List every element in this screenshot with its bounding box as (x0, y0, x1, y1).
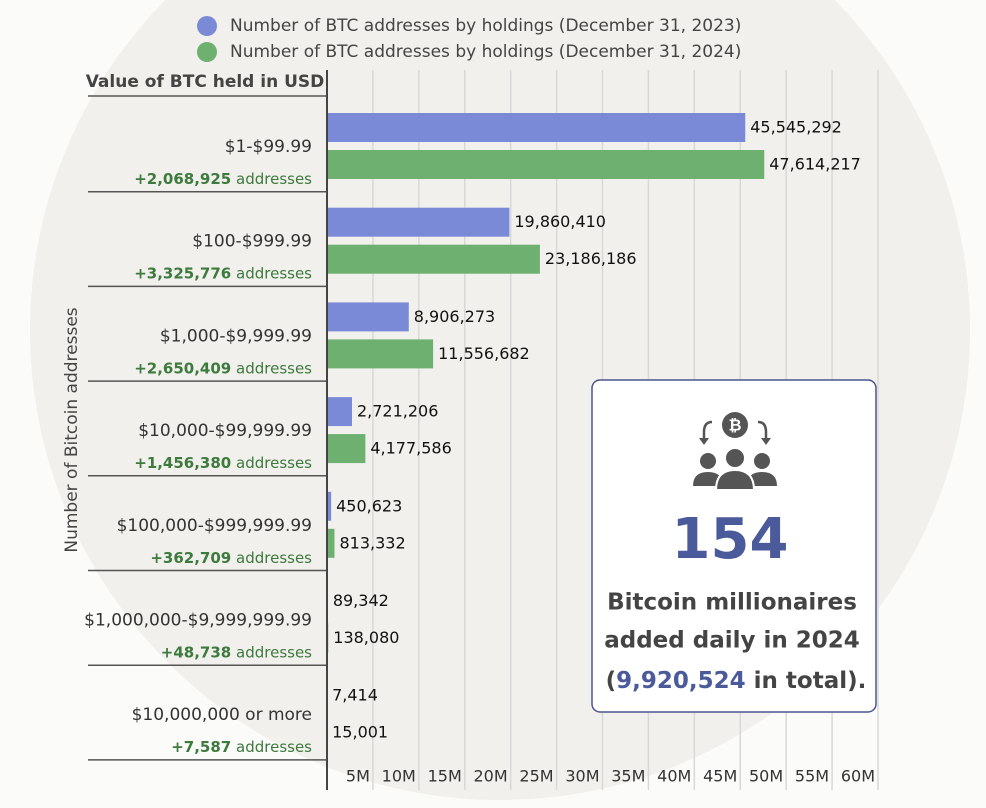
change-number: +2,068,925 (134, 170, 231, 188)
change-label: +2,068,925 addresses (134, 170, 312, 188)
bar (327, 113, 746, 142)
change-number: +48,738 (161, 643, 231, 661)
change-number: +2,650,409 (134, 359, 231, 377)
x-tick-label: 25M (519, 767, 553, 786)
legend-swatch (197, 42, 217, 62)
callout-box: ₿ 154 Bitcoin millionaires added daily i… (591, 379, 877, 713)
arrows (702, 420, 768, 438)
callout-number: 154 (672, 507, 789, 572)
coin-symbol: ₿ (728, 416, 741, 435)
value-label: 15,001 (332, 723, 388, 742)
callout-total: (9,920,524 in total). (606, 668, 867, 694)
x-tick-label: 30M (565, 767, 599, 786)
person-body (714, 468, 756, 491)
change-number: +3,325,776 (134, 264, 231, 282)
value-label: 8,906,273 (414, 307, 495, 326)
change-unit: addresses (236, 264, 312, 282)
value-label: 19,860,410 (514, 212, 606, 231)
callout-text: in total). (746, 668, 867, 694)
category-label: $1,000-$9,999.99 (160, 326, 312, 346)
x-tick-label: 15M (428, 767, 462, 786)
callout-icon: ₿ (693, 412, 777, 491)
x-tick-label: 5M (346, 767, 370, 786)
change-number: +7,587 (171, 738, 231, 756)
change-unit: addresses (236, 548, 312, 566)
value-label: 4,177,586 (370, 439, 451, 458)
change-label: +1,456,380 addresses (134, 454, 312, 472)
x-tick-label: 10M (382, 767, 416, 786)
x-tick-label: 55M (795, 767, 829, 786)
bar (327, 339, 434, 369)
person (700, 453, 716, 469)
category-label: $10,000,000 or more (132, 705, 312, 725)
person-body (693, 472, 777, 486)
value-label: 89,342 (333, 591, 389, 610)
category-label: $1-$99.99 (225, 137, 312, 157)
change-unit: addresses (236, 359, 312, 377)
value-label: 138,080 (333, 628, 399, 647)
change-unit: addresses (236, 170, 312, 188)
value-label: 47,614,217 (769, 155, 861, 174)
bar (327, 491, 332, 521)
value-label: 11,556,682 (438, 344, 530, 363)
value-label: 450,623 (336, 496, 402, 515)
value-label: 2,721,206 (357, 402, 438, 421)
category-header: Value of BTC held in USD (86, 72, 325, 92)
value-label: 23,186,186 (545, 249, 637, 268)
bar (327, 244, 540, 274)
category-label: $100-$999.99 (192, 232, 312, 252)
arrowheads (699, 438, 771, 445)
category-label: $10,000-$99,999.99 (138, 421, 312, 441)
bar (327, 207, 510, 237)
x-tick-label: 35M (611, 767, 645, 786)
coin (722, 412, 748, 438)
change-number: +362,709 (150, 548, 231, 566)
bar (327, 528, 335, 558)
bar (327, 302, 409, 332)
change-label: +3,325,776 addresses (134, 264, 312, 282)
change-unit: addresses (236, 454, 312, 472)
callout-text: ( (606, 668, 617, 694)
value-label: 813,332 (339, 533, 405, 552)
legend-label: Number of BTC addresses by holdings (Dec… (230, 42, 741, 62)
legend-label: Number of BTC addresses by holdings (Dec… (230, 16, 741, 36)
value-label: 7,414 (332, 686, 378, 705)
change-label: +2,650,409 addresses (134, 359, 312, 377)
change-label: +7,587 addresses (171, 738, 312, 756)
person (724, 447, 746, 469)
callout-line: Bitcoin millionaires (607, 590, 857, 616)
legend-swatch (197, 16, 217, 36)
change-label: +362,709 addresses (150, 548, 312, 566)
callout-total-number: 9,920,524 (616, 668, 746, 694)
bar (327, 434, 366, 464)
change-unit: addresses (236, 738, 312, 756)
person (754, 453, 770, 469)
x-tick-label: 40M (657, 767, 691, 786)
value-label: 45,545,292 (750, 118, 842, 137)
bar (327, 150, 765, 179)
bar (327, 397, 352, 427)
callout-line: added daily in 2024 (604, 628, 860, 654)
x-tick-label: 45M (703, 767, 737, 786)
change-number: +1,456,380 (134, 454, 231, 472)
y-axis-label: Number of Bitcoin addresses (62, 307, 82, 552)
x-tick-label: 50M (749, 767, 783, 786)
callout-frame (591, 379, 877, 713)
change-unit: addresses (236, 643, 312, 661)
category-label: $100,000-$999,999.99 (117, 516, 312, 536)
category-label: $1,000,000-$9,999,999.99 (84, 611, 312, 631)
x-tick-label: 60M (841, 767, 875, 786)
change-label: +48,738 addresses (161, 643, 312, 661)
x-tick-label: 20M (473, 767, 507, 786)
